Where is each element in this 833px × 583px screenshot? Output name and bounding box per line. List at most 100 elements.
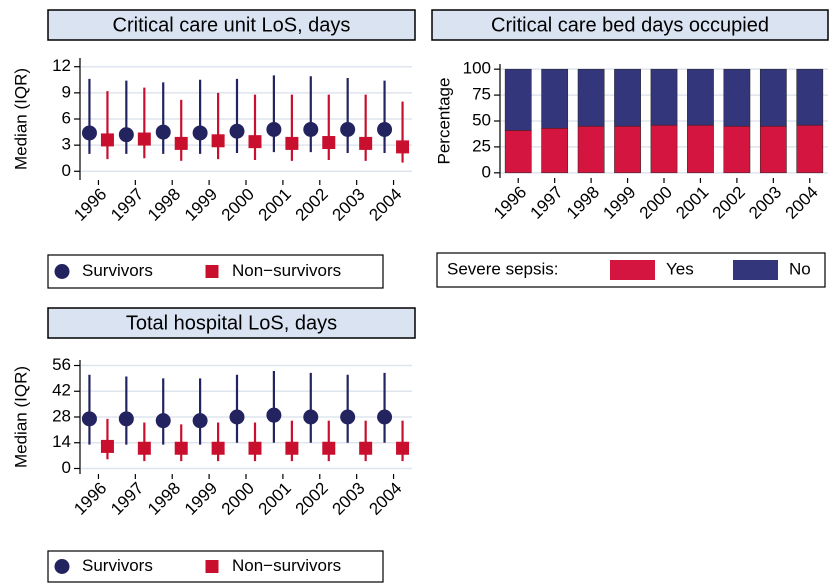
y-tick-label: 56: [52, 355, 71, 374]
marker: [118, 411, 134, 427]
marker: [192, 125, 208, 141]
bar-segment: [541, 68, 569, 129]
marker: [266, 121, 282, 137]
marker: [377, 121, 393, 137]
legend-swatch: [610, 260, 655, 280]
x-tick-label: 2001: [672, 183, 712, 223]
marker: [359, 441, 373, 455]
bar-segment: [614, 125, 641, 174]
x-tick-label: 1996: [70, 185, 110, 225]
marker: [285, 136, 299, 150]
bar-segment: [759, 68, 787, 127]
bar-segment: [541, 128, 569, 174]
x-tick-label: 1997: [526, 183, 566, 223]
y-tick-label: 0: [482, 162, 491, 181]
bar-segment: [577, 68, 605, 127]
marker: [81, 125, 97, 141]
marker: [174, 441, 188, 455]
bar-segment: [650, 124, 678, 174]
marker: [118, 127, 134, 143]
x-tick-label: 1996: [490, 183, 530, 223]
bar-segment: [650, 68, 678, 126]
x-tick-label: 1999: [181, 185, 221, 225]
marker: [248, 441, 262, 455]
bar-segment: [687, 124, 714, 174]
x-tick-label: 1996: [70, 479, 110, 519]
bar-segment: [614, 68, 641, 127]
x-tick-label: 2000: [218, 479, 258, 519]
x-tick-label: 2002: [709, 183, 749, 223]
marker: [205, 265, 219, 278]
marker: [396, 441, 410, 455]
x-tick-label: 1998: [144, 479, 184, 519]
title-box: [431, 9, 829, 41]
x-tick-label: 2001: [255, 479, 295, 519]
marker: [322, 136, 336, 150]
y-tick-label: 6: [62, 108, 71, 127]
bar-segment: [723, 125, 751, 174]
chart-title: Critical care bed days occupied: [491, 14, 769, 36]
x-tick-label: 2002: [292, 185, 332, 225]
bar-segment: [796, 124, 824, 174]
marker: [155, 413, 171, 429]
legend-title: Severe sepsis:: [447, 259, 559, 278]
x-tick-label: 2003: [745, 183, 785, 223]
marker: [211, 134, 225, 148]
legend-label: Non−survivors: [232, 556, 341, 575]
x-tick-label: 2003: [328, 479, 368, 519]
marker: [54, 559, 70, 574]
title-box: [47, 9, 416, 41]
y-tick-label: 25: [472, 136, 491, 155]
marker: [303, 409, 319, 425]
legend-label: Non−survivors: [232, 261, 341, 280]
y-tick-label: 12: [52, 56, 71, 75]
x-tick-label: 2004: [782, 183, 822, 223]
bar-segment: [723, 68, 751, 127]
y-tick-label: 28: [52, 406, 71, 425]
marker: [100, 133, 114, 147]
y-tick-label: 50: [472, 110, 491, 129]
marker: [54, 264, 70, 279]
x-tick-label: 2001: [255, 185, 295, 225]
x-tick-label: 2000: [218, 185, 258, 225]
marker: [340, 409, 356, 425]
y-axis-label: Percentage: [434, 78, 453, 165]
y-tick-label: 100: [463, 59, 491, 78]
marker: [229, 409, 245, 425]
bar-segment: [504, 68, 532, 131]
marker: [359, 136, 373, 150]
y-tick-label: 9: [62, 82, 71, 101]
marker: [81, 411, 97, 427]
legend-label: Yes: [666, 259, 694, 278]
marker: [155, 124, 171, 140]
marker: [229, 123, 245, 139]
y-tick-label: 0: [62, 161, 71, 180]
x-tick-label: 1997: [107, 479, 147, 519]
bar-segment: [504, 130, 532, 174]
y-tick-label: 75: [472, 85, 491, 104]
y-axis-label: Median (IQR): [11, 366, 30, 468]
marker: [192, 413, 208, 429]
chart-title: Critical care unit LoS, days: [113, 14, 351, 36]
bar-segment: [759, 125, 787, 174]
legend-swatch: [733, 260, 778, 280]
marker: [100, 439, 114, 453]
x-tick-label: 1998: [563, 183, 603, 223]
legend-label: Survivors: [82, 556, 153, 575]
x-tick-label: 2004: [365, 479, 405, 519]
marker: [137, 132, 151, 146]
marker: [266, 407, 282, 423]
legend-label: Survivors: [82, 261, 153, 280]
y-axis-label: Median (IQR): [11, 68, 30, 170]
marker: [303, 121, 319, 137]
x-tick-label: 2000: [636, 183, 676, 223]
y-tick-label: 14: [52, 432, 71, 451]
bar-segment: [796, 68, 824, 126]
y-tick-label: 3: [62, 135, 71, 154]
y-tick-label: 0: [62, 458, 71, 477]
x-tick-label: 2004: [365, 185, 405, 225]
marker: [285, 441, 299, 455]
marker: [322, 441, 336, 455]
legend-label: No: [789, 259, 811, 278]
